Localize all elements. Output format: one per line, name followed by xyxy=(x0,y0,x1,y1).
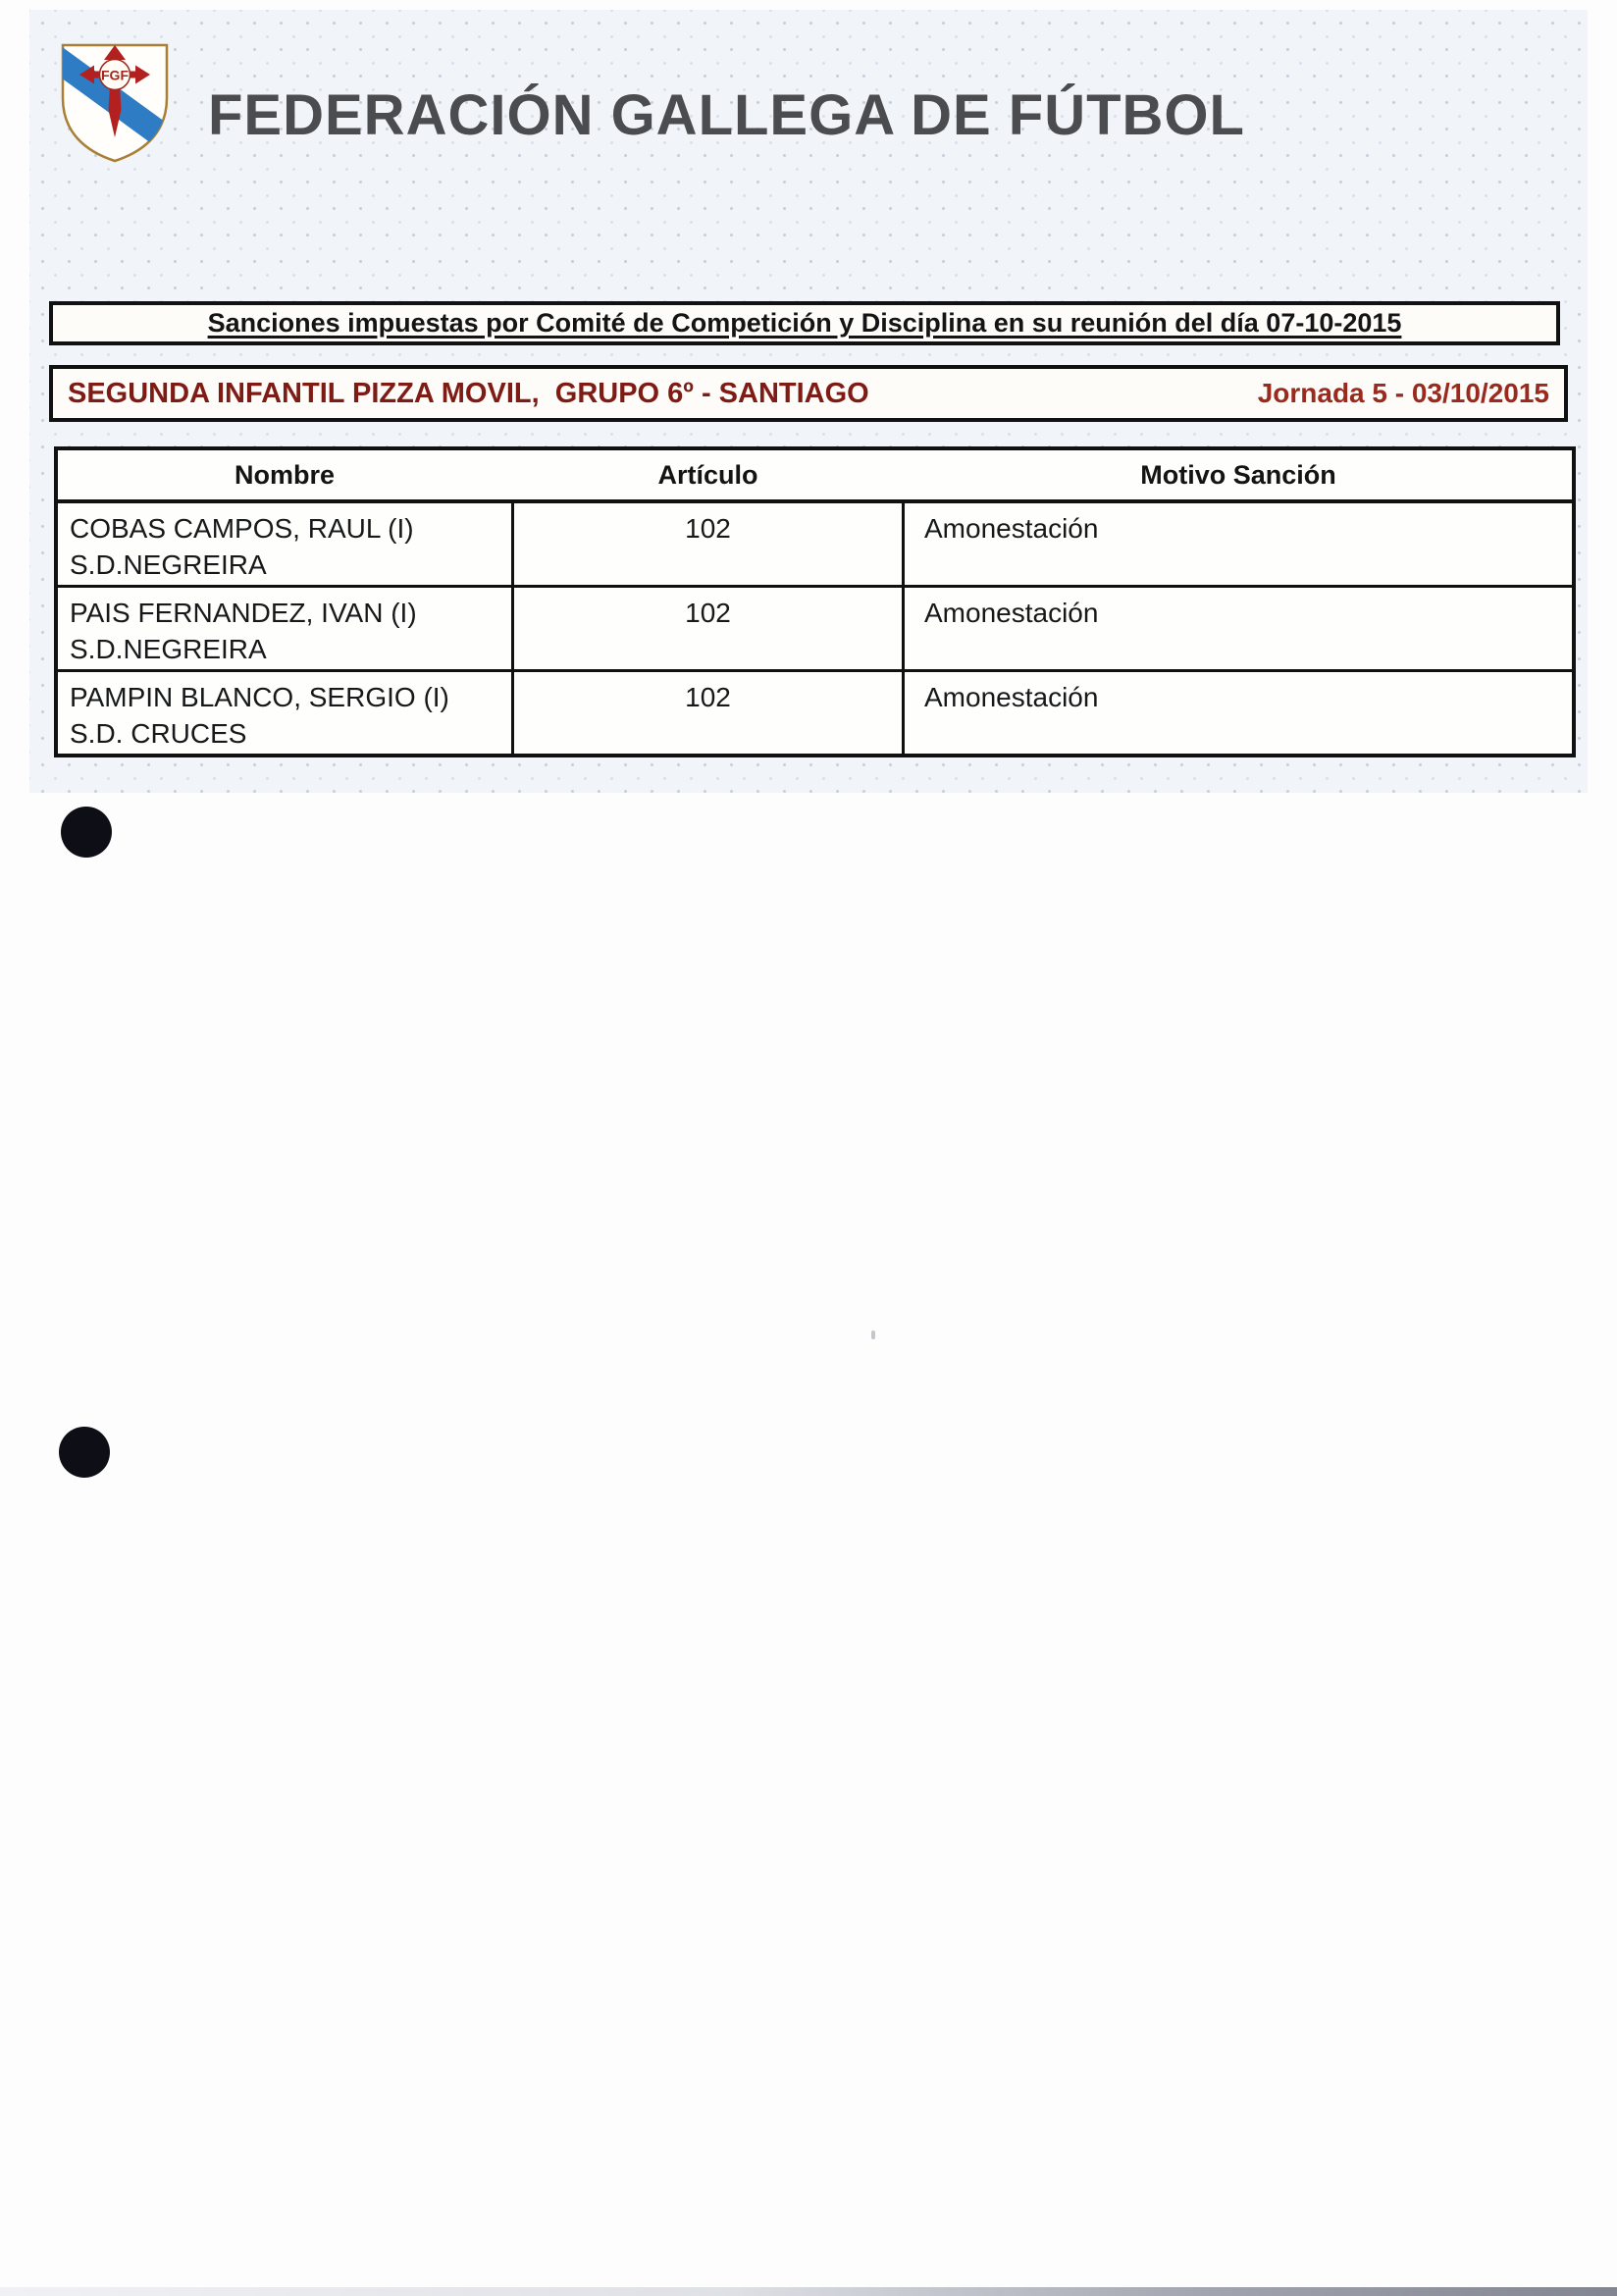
logo-initials: FGF xyxy=(101,68,129,83)
articulo-value: 102 xyxy=(511,672,905,754)
player-club: S.D.NEGREIRA xyxy=(70,634,267,664)
player-club: S.D.NEGREIRA xyxy=(70,549,267,580)
column-header-nombre: Nombre xyxy=(234,459,335,490)
player-name: COBAS CAMPOS, RAUL (I) xyxy=(70,513,414,544)
motivo-value: Amonestación xyxy=(924,513,1099,544)
scan-speck xyxy=(871,1331,875,1339)
sanctions-title-bar: Sanciones impuestas por Comité de Compet… xyxy=(49,301,1560,345)
scan-bottom-edge xyxy=(0,2287,1617,2296)
motivo-value: Amonestación xyxy=(924,598,1099,628)
competition-label: SEGUNDA INFANTIL PIZZA MOVIL, GRUPO 6º -… xyxy=(68,377,869,409)
player-name: PAMPIN BLANCO, SERGIO (I) xyxy=(70,682,449,712)
player-name: PAIS FERNANDEZ, IVAN (I) xyxy=(70,598,417,628)
table-row: PAIS FERNANDEZ, IVAN (I) S.D.NEGREIRA 10… xyxy=(58,585,1572,669)
table-row: PAMPIN BLANCO, SERGIO (I) S.D. CRUCES 10… xyxy=(58,669,1572,754)
galician-stripe-icon xyxy=(63,45,167,161)
competition-bar: SEGUNDA INFANTIL PIZZA MOVIL, GRUPO 6º -… xyxy=(49,365,1568,422)
punch-hole-top xyxy=(61,807,112,858)
motivo-value: Amonestación xyxy=(924,682,1099,712)
player-cell: PAMPIN BLANCO, SERGIO (I) S.D. CRUCES xyxy=(58,672,511,754)
table-row: COBAS CAMPOS, RAUL (I) S.D.NEGREIRA 102 … xyxy=(58,503,1572,585)
logo-circle xyxy=(98,58,131,91)
player-cell: COBAS CAMPOS, RAUL (I) S.D.NEGREIRA xyxy=(58,503,511,585)
jornada-label: Jornada 5 - 03/10/2015 xyxy=(1257,378,1549,408)
sanctions-title-text: Sanciones impuestas por Comité de Compet… xyxy=(207,308,1402,338)
fgf-logo: FGF xyxy=(61,43,169,163)
articulo-value: 102 xyxy=(511,503,905,585)
player-club: S.D. CRUCES xyxy=(70,718,247,749)
column-header-articulo: Artículo xyxy=(657,459,758,490)
articulo-value: 102 xyxy=(511,588,905,669)
sanctions-table: Nombre Artículo Motivo Sanción COBAS CAM… xyxy=(54,446,1576,757)
player-cell: PAIS FERNANDEZ, IVAN (I) S.D.NEGREIRA xyxy=(58,588,511,669)
org-title: FEDERACIÓN GALLEGA DE FÚTBOL xyxy=(208,83,1245,147)
column-header-motivo: Motivo Sanción xyxy=(1140,459,1336,490)
punch-hole-bottom xyxy=(59,1427,110,1478)
table-header-row: Nombre Artículo Motivo Sanción xyxy=(58,450,1572,503)
